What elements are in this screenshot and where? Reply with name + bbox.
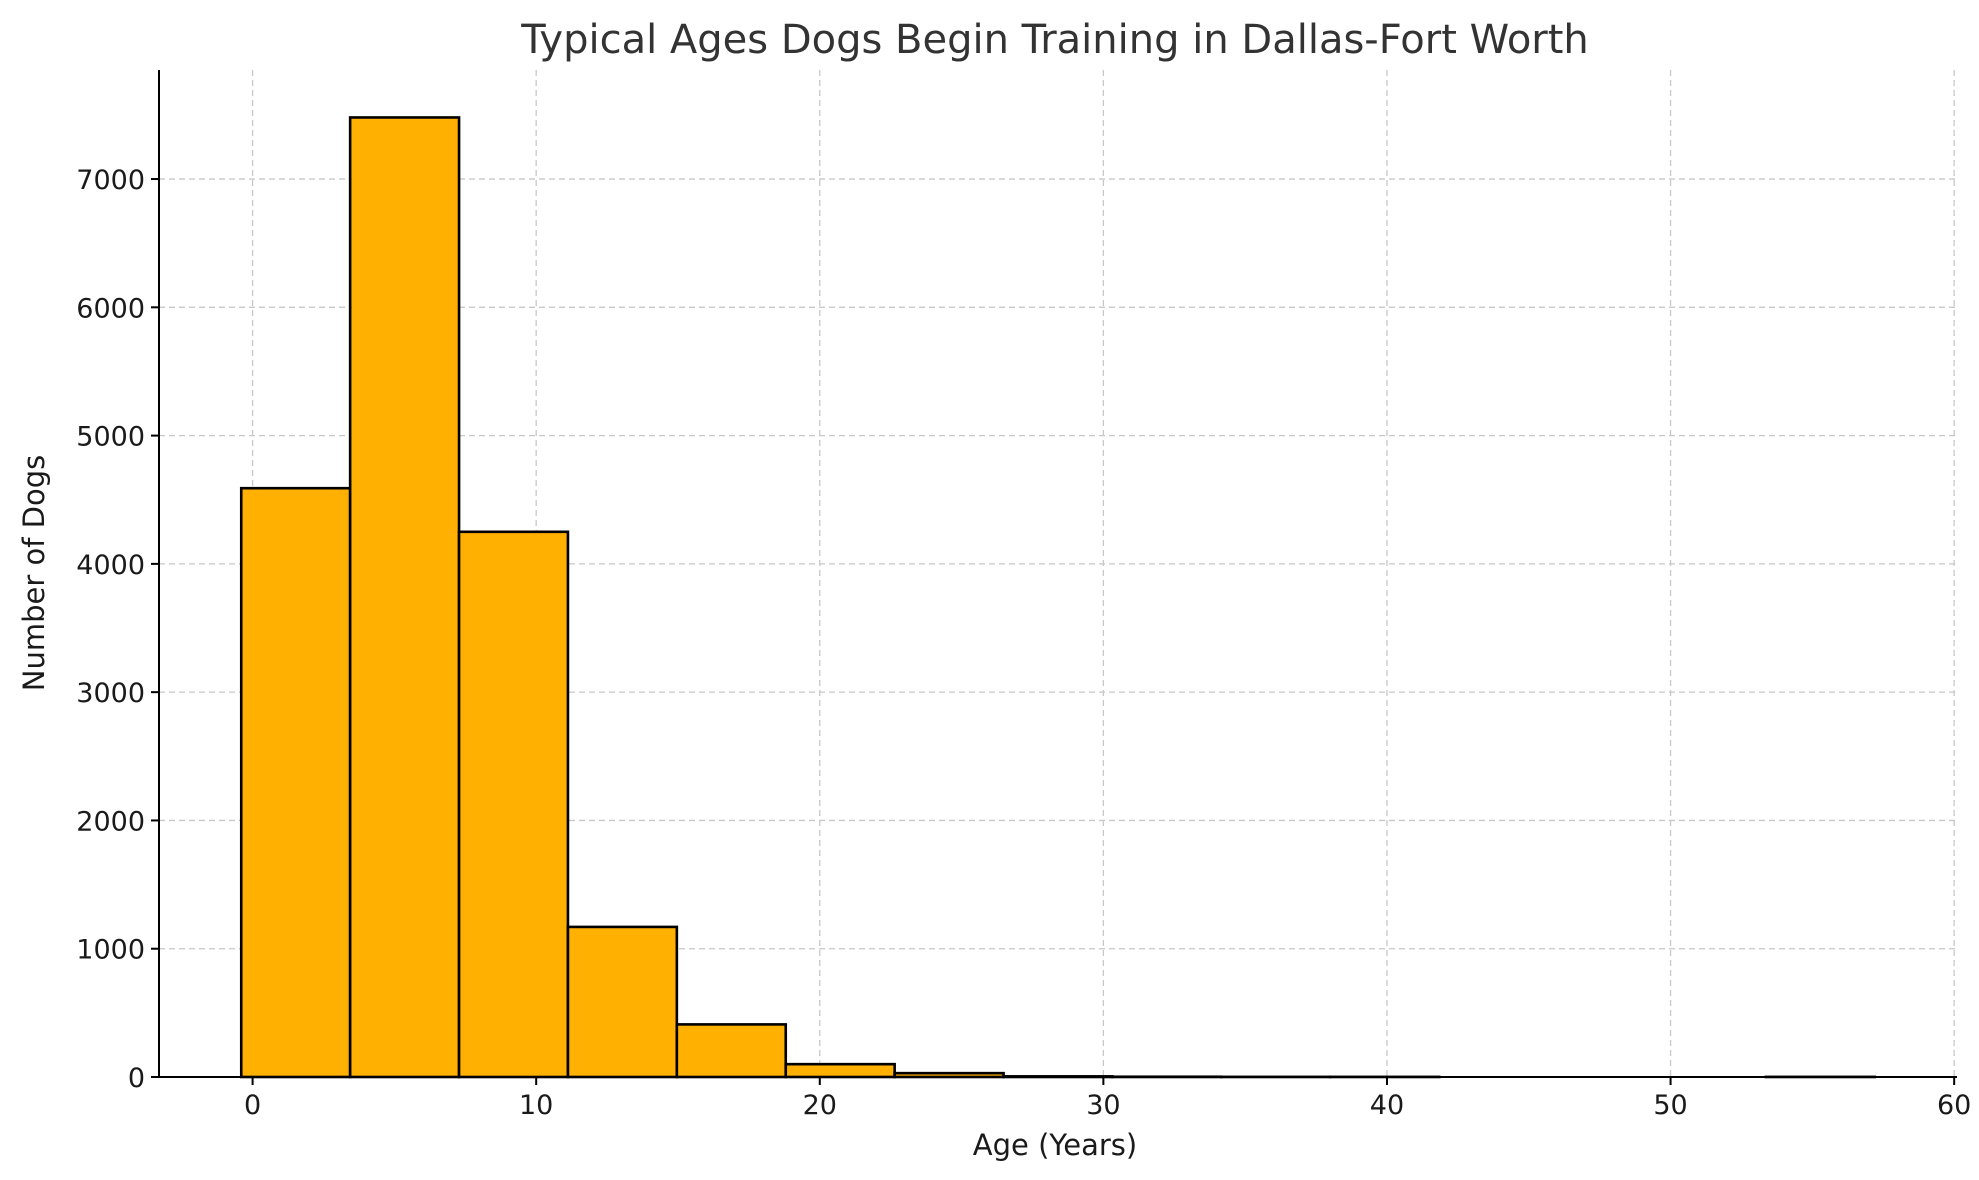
y-tick-label: 7000 (76, 165, 145, 196)
histogram-bar-3 (566, 925, 679, 1079)
y-tick-label: 0 (128, 1063, 145, 1094)
y-tick-label: 1000 (76, 935, 145, 966)
y-tick-label: 5000 (76, 422, 145, 453)
histogram-bar-2 (457, 530, 570, 1079)
x-tick-label: 20 (803, 1090, 837, 1121)
histogram-bar-1 (348, 116, 461, 1079)
x-axis-label: Age (Years) (973, 1128, 1137, 1162)
x-tick-label: 0 (244, 1090, 261, 1121)
y-axis-label: Number of Dogs (17, 455, 51, 691)
x-tick-label: 40 (1370, 1090, 1404, 1121)
x-tick-label: 50 (1653, 1090, 1687, 1121)
y-tick-label: 2000 (76, 806, 145, 837)
x-ticks: 0 10 20 30 40 50 60 (244, 1077, 1971, 1121)
chart-title: Typical Ages Dogs Begin Training in Dall… (520, 17, 1589, 63)
y-tick-label: 3000 (76, 678, 145, 709)
x-tick-label: 60 (1937, 1090, 1971, 1121)
histogram-bar-4 (675, 1023, 788, 1079)
histogram-bar-0 (239, 486, 352, 1079)
axes (158, 70, 1957, 1078)
y-tick-label: 6000 (76, 293, 145, 324)
bars (239, 116, 1877, 1079)
y-ticks: 0 1000 2000 3000 4000 5000 6000 7000 (76, 165, 159, 1094)
x-tick-label: 30 (1086, 1090, 1120, 1121)
y-tick-label: 4000 (76, 550, 145, 581)
histogram-bar-5 (784, 1062, 896, 1079)
x-tick-label: 10 (519, 1090, 553, 1121)
